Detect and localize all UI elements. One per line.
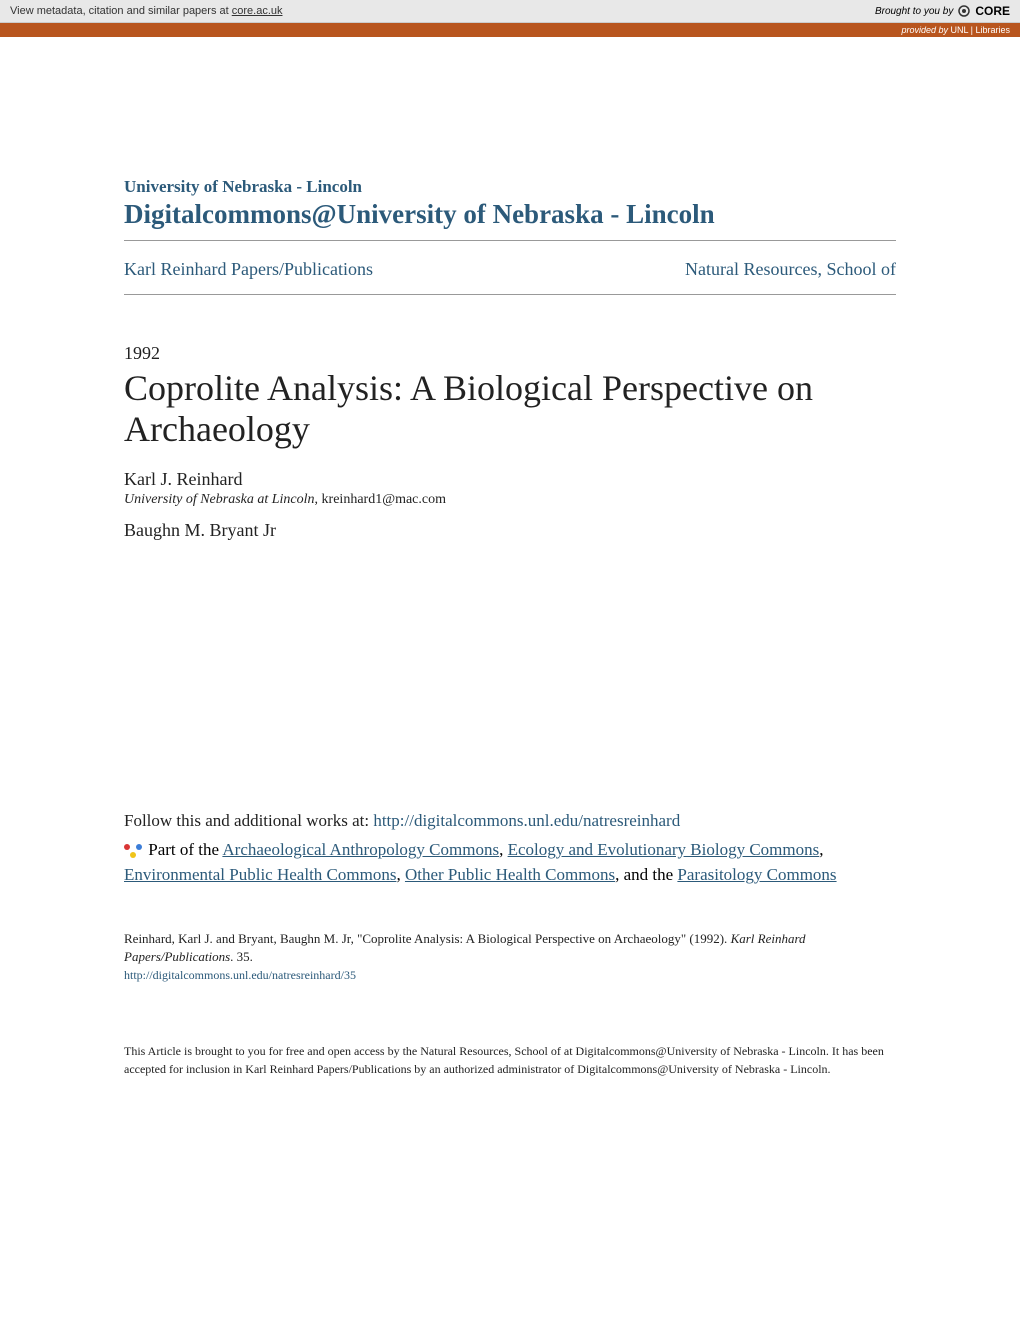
- page-content: University of Nebraska - Lincoln Digital…: [0, 37, 1020, 1078]
- author-affiliation: University of Nebraska at Lincoln, krein…: [124, 492, 896, 508]
- repository-title[interactable]: Digitalcommons@University of Nebraska - …: [124, 199, 896, 241]
- breadcrumb-row: Karl Reinhard Papers/Publications Natura…: [124, 241, 896, 295]
- metadata-label: View metadata, citation and similar pape…: [10, 5, 232, 17]
- and-the-text: , and the: [615, 865, 677, 884]
- paper-title: Coprolite Analysis: A Biological Perspec…: [124, 368, 896, 451]
- banner-right: Brought to you by CORE: [875, 4, 1010, 18]
- commons-link[interactable]: Archaeological Anthropology Commons: [222, 840, 499, 859]
- author-email: , kreinhard1@mac.com: [315, 492, 446, 507]
- citation-number: . 35.: [230, 949, 253, 964]
- access-statement: This Article is brought to you for free …: [124, 1042, 896, 1078]
- banner-left-text: View metadata, citation and similar pape…: [10, 5, 283, 17]
- follow-prefix: Follow this and additional works at:: [124, 811, 373, 830]
- commons-link[interactable]: Ecology and Evolutionary Biology Commons: [508, 840, 820, 859]
- citation-section: Reinhard, Karl J. and Bryant, Baughn M. …: [124, 930, 896, 985]
- core-logo-icon: [957, 4, 971, 18]
- breadcrumb-collection[interactable]: Karl Reinhard Papers/Publications: [124, 259, 373, 280]
- follow-url-link[interactable]: http://digitalcommons.unl.edu/natresrein…: [373, 811, 680, 830]
- commons-link[interactable]: Environmental Public Health Commons: [124, 865, 396, 884]
- author-name: Karl J. Reinhard: [124, 469, 896, 490]
- citation-text: Reinhard, Karl J. and Bryant, Baughn M. …: [124, 931, 731, 946]
- provided-by-bar: provided by UNL | Libraries: [0, 23, 1020, 37]
- core-site-link[interactable]: core.ac.uk: [232, 5, 283, 17]
- institution-name: University of Nebraska - Lincoln: [124, 177, 896, 197]
- author-block-2: Baughn M. Bryant Jr: [124, 520, 896, 541]
- author-name: Baughn M. Bryant Jr: [124, 520, 896, 541]
- provided-source: UNL | Libraries: [950, 25, 1010, 35]
- network-commons-icon: [124, 844, 142, 858]
- core-logo-text: CORE: [975, 4, 1010, 18]
- provided-prefix: provided by: [901, 25, 950, 35]
- commons-link[interactable]: Parasitology Commons: [677, 865, 836, 884]
- author-institution: University of Nebraska at Lincoln: [124, 492, 315, 507]
- core-metadata-banner: View metadata, citation and similar pape…: [0, 0, 1020, 23]
- follow-section: Follow this and additional works at: htt…: [124, 811, 896, 888]
- brought-by-label: Brought to you by: [875, 6, 953, 17]
- publication-year: 1992: [124, 343, 896, 364]
- citation-url-link[interactable]: http://digitalcommons.unl.edu/natresrein…: [124, 968, 356, 982]
- partof-prefix: Part of the: [148, 840, 222, 859]
- follow-line: Follow this and additional works at: htt…: [124, 811, 896, 831]
- author-block-1: Karl J. Reinhard University of Nebraska …: [124, 469, 896, 508]
- commons-link[interactable]: Other Public Health Commons: [405, 865, 615, 884]
- breadcrumb-department[interactable]: Natural Resources, School of: [685, 259, 896, 280]
- partof-row: Part of the Archaeological Anthropology …: [124, 837, 896, 888]
